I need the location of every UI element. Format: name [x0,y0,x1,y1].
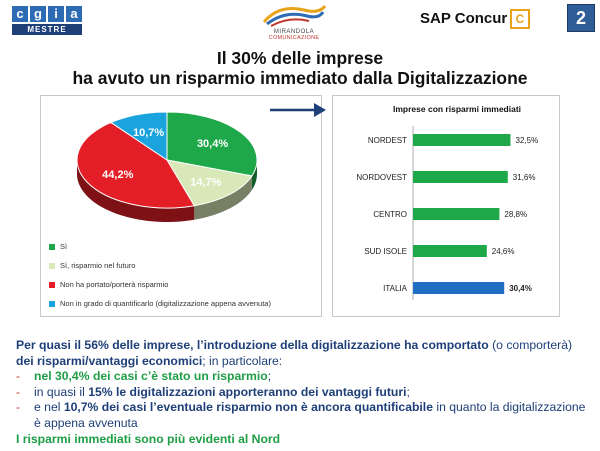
bar-value-label: 24,6% [492,247,515,256]
bar [413,134,511,146]
bar-value-label: 31,6% [513,173,536,182]
title-line-2: ha avuto un risparmio immediato dalla Di… [72,68,528,88]
logo-letter: c [12,6,28,22]
legend-swatch [49,281,55,288]
bar-chart-panel: Imprese con risparmi immediati NORDEST 32… [332,95,560,317]
pie-legend: Sì Sì, risparmio nel futuro Non ha portato… [49,240,271,316]
summary-lead: Per quasi il 56% delle imprese, l’introd… [16,338,489,352]
pie-slice [166,111,258,177]
bar [413,171,508,183]
swirl-icon [262,5,327,27]
logo-letter: i [48,6,64,22]
list-item: - nel 30,4% dei casi c’è stato un rispar… [16,369,591,385]
pie-chart-panel: 30,4% 14,7% 44,2% 10,7% Sì Sì, risparmio nel… [40,95,322,317]
bullet-lead: in quasi il [34,384,89,399]
bar [413,282,505,294]
bar [413,245,487,257]
legend-swatch [49,243,55,250]
cgia-logo: c g i a MESTRE [12,6,84,36]
page-title: Il 30% delle imprese ha avuto un risparm… [40,48,560,88]
logo-letter: a [66,6,82,22]
bar-chart: NORDEST 32,5% NORDOVEST 31,6% CENTRO 28,8% SUD… [356,126,539,300]
list-item: - in quasi il 15% le digitalizzazioni ap… [16,385,591,401]
legend-item: Sì [49,240,271,253]
bar-chart-title: Imprese con risparmi immediati [393,104,522,114]
summary-highlight: dei risparmi/vantaggi economici [16,353,203,368]
logo-letter: g [30,6,46,22]
bullet-dash: - [16,384,21,399]
pie-slice [76,121,196,209]
pie-slice-label: 30,4% [197,138,228,150]
pie-slice-label: 10,7% [133,127,164,139]
legend-swatch [49,300,55,307]
bar [413,208,500,220]
bar-value-label: 30,4% [509,284,532,293]
bar-category-label: NORDOVEST [356,173,407,182]
bar-category-label: ITALIA [383,284,408,293]
pie-chart: 30,4% 14,7% 44,2% 10,7% [76,111,258,222]
bullet-dash: - [16,400,21,414]
pie-slice-label: 14,7% [190,176,221,188]
brand-name: SAP Concur [420,10,508,27]
legend-item: Sì, risparmio nel futuro [49,259,271,272]
legend-label: Non in grado di quantificarlo (digitaliz… [60,299,271,308]
bullet-tail: ; [267,369,272,383]
pie-slice-side [77,160,195,222]
bar-value-label: 28,8% [504,210,527,219]
pie-slice [166,159,253,207]
logo-line2: COMUNICAZIONE [268,35,320,41]
bar-category-label: CENTRO [373,210,407,219]
legend-swatch [49,262,55,269]
legend-label: Sì, risparmio nel futuro [60,261,136,270]
legend-label: Sì [60,242,68,251]
summary-text: Per quasi il 56% delle imprese, l’introd… [16,338,591,431]
bullet-highlight: 15% le digitalizzazioni apporteranno dei… [88,384,407,399]
logo-line1: MIRANDOLA [273,29,315,35]
pie-slice-side [251,160,257,190]
title-line-1: Il 30% delle imprese [216,48,384,68]
list-item: - e nel 10,7% dei casi l’eventuale rispa… [16,400,591,431]
bullet-tail: ; [406,384,410,399]
bullet-lead: e nel [34,400,64,414]
legend-item: Non in grado di quantificarlo (digitaliz… [49,297,271,310]
mirandola-logo: MIRANDOLA COMUNICAZIONE [248,2,340,46]
legend-item: Non ha portato/porterà risparmio [49,278,271,291]
bullet-tail: in quanto la digitalizzazione è appena a… [34,400,586,430]
bullet-dash: - [16,369,21,383]
bullet-highlight: nel 30,4% dei casi c’è stato un risparmi… [34,369,268,383]
summary-paragraph: Per quasi il 56% delle imprese, l’introd… [16,338,591,369]
arrow-right-icon [270,103,326,117]
pie-slice-label: 44,2% [102,169,133,181]
legend-label: Non ha portato/porterà risparmio [60,280,169,289]
pie-slice [109,111,168,161]
bar-value-label: 32,5% [516,136,539,145]
bar-category-label: SUD ISOLE [364,247,407,256]
slide-number: 2 [567,4,595,32]
conclusion-text: I risparmi immediati sono più evidenti a… [16,432,281,446]
concur-icon: C [510,9,530,29]
bar-category-label: NORDEST [368,136,407,145]
summary-tail: ; in particolare: [202,353,283,368]
bullet-highlight: 10,7% dei casi l’eventuale risparmio non… [63,400,433,414]
logo-subtitle: MESTRE [12,24,82,35]
summary-aside: (o comporterà) [488,338,573,352]
